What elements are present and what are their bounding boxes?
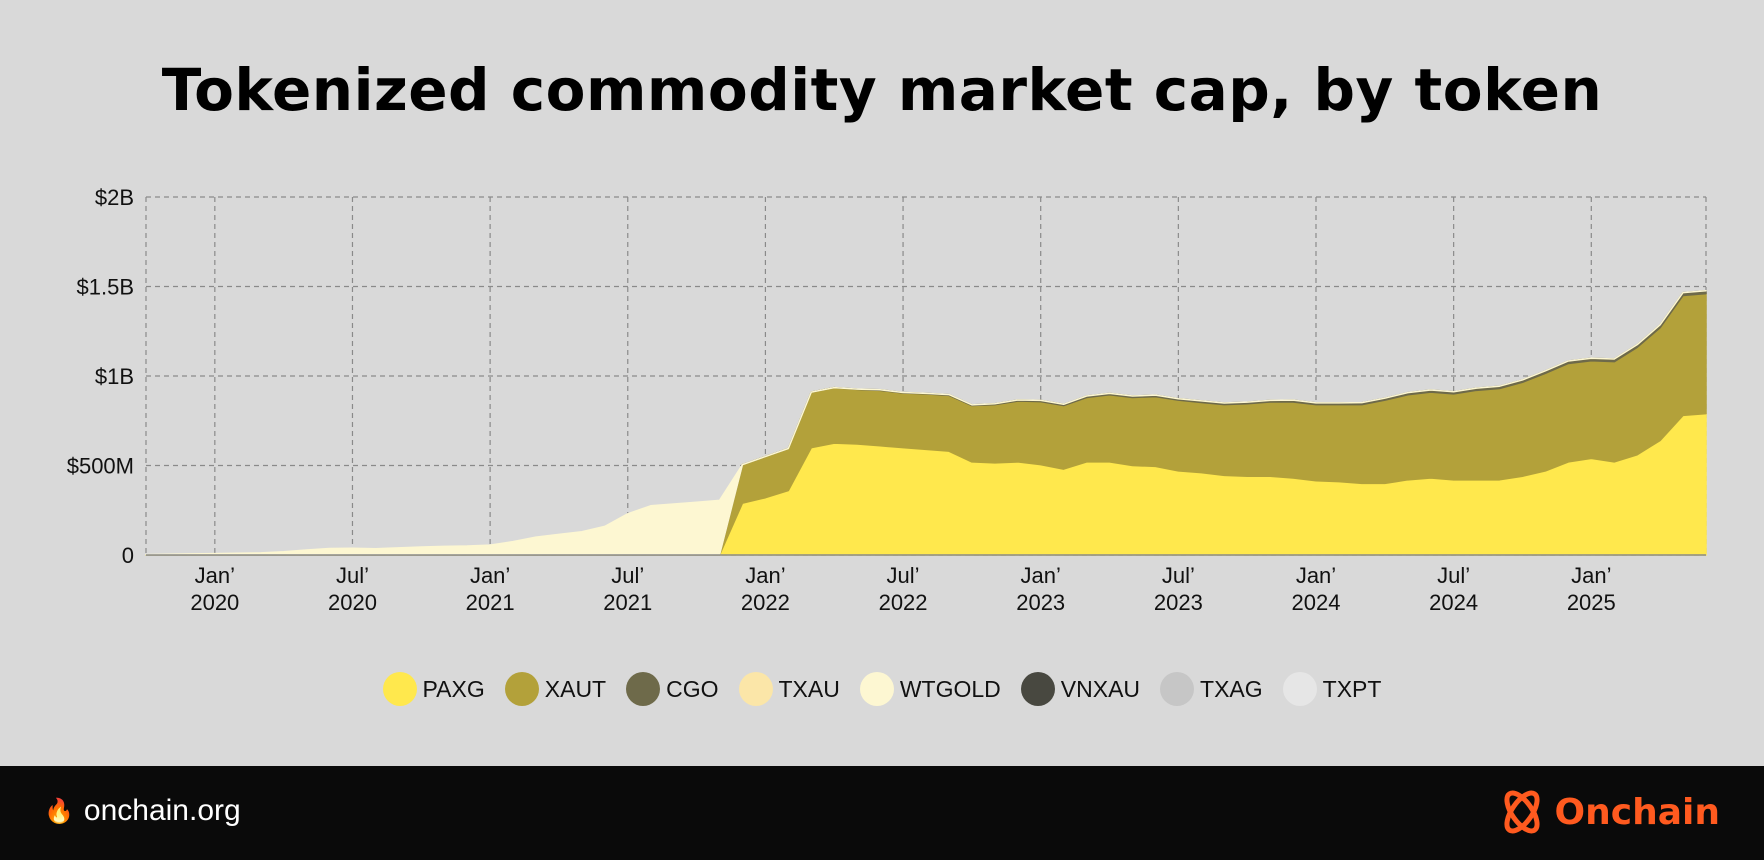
x-tick-label-year: 2022 [879, 590, 928, 615]
chart-canvas: 0$500M$1B$1.5B$2B Jan’2020Jul’2020Jan’20… [67, 185, 1707, 615]
legend-item-wtgold: WTGOLD [859, 672, 1001, 706]
x-tick-label-year: 2021 [466, 590, 515, 615]
x-tick-label-year: 2025 [1567, 590, 1616, 615]
legend-label: XAUT [544, 675, 607, 702]
y-tick-label: $1B [95, 364, 134, 389]
x-axis-tick-labels: Jan’2020Jul’2020Jan’2021Jul’2021Jan’2022… [190, 563, 1615, 615]
y-axis-tick-labels: 0 $500M $1B $1.5B $2B [67, 185, 134, 568]
legend-item-txpt: TXPT [1282, 672, 1382, 706]
area-series [145, 290, 1707, 556]
x-tick-label-month: Jan’ [470, 563, 510, 588]
legend-swatch [1160, 672, 1195, 706]
x-tick-label-month: Jan’ [1296, 563, 1336, 588]
x-tick-label-month: Jan’ [195, 563, 235, 588]
x-tick-label-year: 2020 [190, 590, 239, 615]
legend-label: TXAU [778, 675, 840, 702]
legend-item-txag: TXAG [1160, 672, 1263, 706]
brand-logo: Onchain [1495, 786, 1720, 838]
footer-site: 🔥 onchain.org [44, 794, 241, 828]
chart-legend: PAXG XAUT CGO TXAU WTGOLD VNXAU TXAG TXPT [0, 672, 1764, 706]
brand-name: Onchain [1554, 791, 1720, 833]
legend-swatch [738, 672, 773, 706]
x-tick-label-year: 2024 [1429, 590, 1478, 615]
x-tick-label-year: 2021 [603, 590, 652, 615]
legend-swatch [1020, 672, 1055, 706]
legend-label: TXAG [1200, 675, 1263, 702]
footer-bar: 🔥 onchain.org Onchain [0, 766, 1764, 860]
x-tick-label-year: 2024 [1292, 590, 1341, 615]
x-tick-label-month: Jul’ [336, 563, 369, 588]
x-tick-label-month: Jul’ [611, 563, 644, 588]
legend-label: WTGOLD [899, 675, 1001, 702]
chart-title: Tokenized commodity market cap, by token [161, 56, 1603, 124]
legend-item-paxg: PAXG [382, 672, 485, 706]
fire-icon: 🔥 [44, 797, 74, 825]
x-tick-label-year: 2023 [1154, 590, 1203, 615]
x-tick-label-month: Jul’ [887, 563, 920, 588]
legend-item-txau: TXAU [738, 672, 840, 706]
x-tick-label-year: 2020 [328, 590, 377, 615]
x-tick-label-month: Jul’ [1162, 563, 1195, 588]
legend-swatch [504, 672, 539, 706]
y-tick-label: $2B [95, 185, 134, 210]
x-tick-label-month: Jan’ [1021, 563, 1061, 588]
y-tick-label: 0 [122, 543, 134, 568]
x-tick-label-month: Jan’ [745, 563, 785, 588]
x-tick-label-month: Jan’ [1571, 563, 1611, 588]
y-tick-label: $1.5B [77, 275, 135, 300]
legend-label: TXPT [1322, 675, 1382, 702]
y-tick-label: $500M [67, 454, 134, 479]
legend-swatch [859, 672, 894, 706]
x-tick-label-year: 2022 [741, 590, 790, 615]
legend-label: PAXG [422, 675, 485, 702]
x-tick-label-month: Jul’ [1437, 563, 1470, 588]
legend-item-xaut: XAUT [504, 672, 607, 706]
legend-label: CGO [666, 675, 719, 702]
legend-swatch [1282, 672, 1317, 706]
legend-label: VNXAU [1060, 675, 1141, 702]
footer-site-label: onchain.org [83, 794, 241, 827]
legend-item-vnxau: VNXAU [1020, 672, 1141, 706]
x-tick-label-year: 2023 [1016, 590, 1065, 615]
legend-swatch [626, 672, 661, 706]
onchain-logo-icon [1503, 790, 1540, 834]
legend-swatch [382, 672, 417, 706]
legend-item-cgo: CGO [626, 672, 719, 706]
